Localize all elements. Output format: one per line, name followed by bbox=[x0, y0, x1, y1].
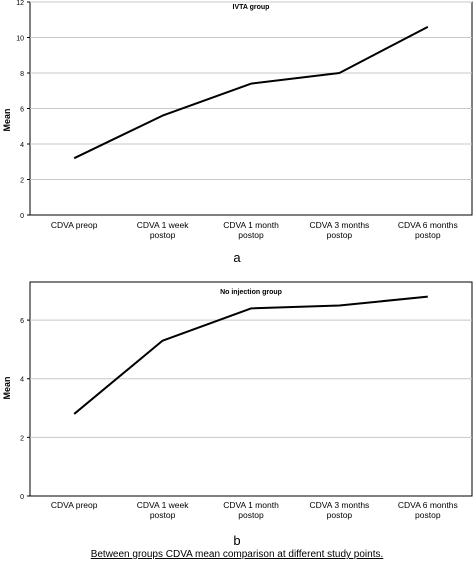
panel-b-x-tick-label: postop bbox=[238, 510, 264, 520]
panel-a-series-line bbox=[73, 25, 429, 160]
panel-a-x-tick-label: postop bbox=[415, 230, 441, 240]
panel-a-y-axis-label: Mean bbox=[2, 108, 12, 131]
panel-a-y-tick-label: 0 bbox=[20, 213, 24, 220]
panel-a-y-tick-label: 10 bbox=[16, 36, 24, 43]
panel-b-y-tick-label: 2 bbox=[20, 435, 24, 442]
panel-b-title: No injection group bbox=[220, 289, 282, 296]
panel-b-x-tick-label: CDVA 6 months bbox=[398, 500, 458, 510]
panel-a-label: a bbox=[233, 250, 241, 265]
panel-a-y-tick-label: 2 bbox=[20, 178, 24, 185]
panel-b-x-tick-label: postop bbox=[415, 510, 441, 520]
panel-b-y-tick-label: 6 bbox=[20, 318, 24, 325]
panel-a-x-tick-label: CDVA 1 month bbox=[223, 220, 279, 230]
panel-b-plot-frame bbox=[29, 281, 473, 497]
panel-a-x-tick-label: CDVA preop bbox=[51, 220, 98, 230]
panel-a-x-tick-label: postop bbox=[238, 230, 264, 240]
panel-b-label: b bbox=[233, 533, 240, 548]
panel-a-x-tick-label: CDVA 1 week bbox=[137, 220, 190, 230]
figure-caption: Between groups CDVA mean comparison at d… bbox=[90, 549, 384, 560]
panel-b-x-tick-label: CDVA 1 month bbox=[223, 500, 279, 510]
panel-b-y-axis-label: Mean bbox=[2, 376, 12, 399]
panel-b-y-tick-label: 4 bbox=[20, 377, 24, 384]
panel-b-x-tick-label: CDVA 3 months bbox=[309, 500, 369, 510]
panel-b-x-tick-label: postop bbox=[150, 510, 176, 520]
panel-a-x-tick-label: CDVA 6 months bbox=[398, 220, 458, 230]
panel-a-y-tick-label: 4 bbox=[20, 142, 24, 149]
panel-a-y-tick-label: 8 bbox=[20, 71, 24, 78]
panel-b-series-line bbox=[73, 295, 428, 415]
panel-a-x-tick-label: postop bbox=[150, 230, 176, 240]
panel-b-y-tick-label: 0 bbox=[20, 494, 24, 501]
panel-b-x-tick-label: CDVA preop bbox=[51, 500, 98, 510]
panel-a-x-tick-label: CDVA 3 months bbox=[309, 220, 369, 230]
panel-b-x-tick-label: CDVA 1 week bbox=[137, 500, 190, 510]
panel-b-x-tick-label: postop bbox=[327, 510, 353, 520]
panel-a-x-tick-label: postop bbox=[327, 230, 353, 240]
panel-a-y-tick-label: 12 bbox=[16, 0, 24, 7]
panel-a-y-tick-label: 6 bbox=[20, 107, 24, 114]
panel-a-title: IVTA group bbox=[233, 4, 270, 11]
